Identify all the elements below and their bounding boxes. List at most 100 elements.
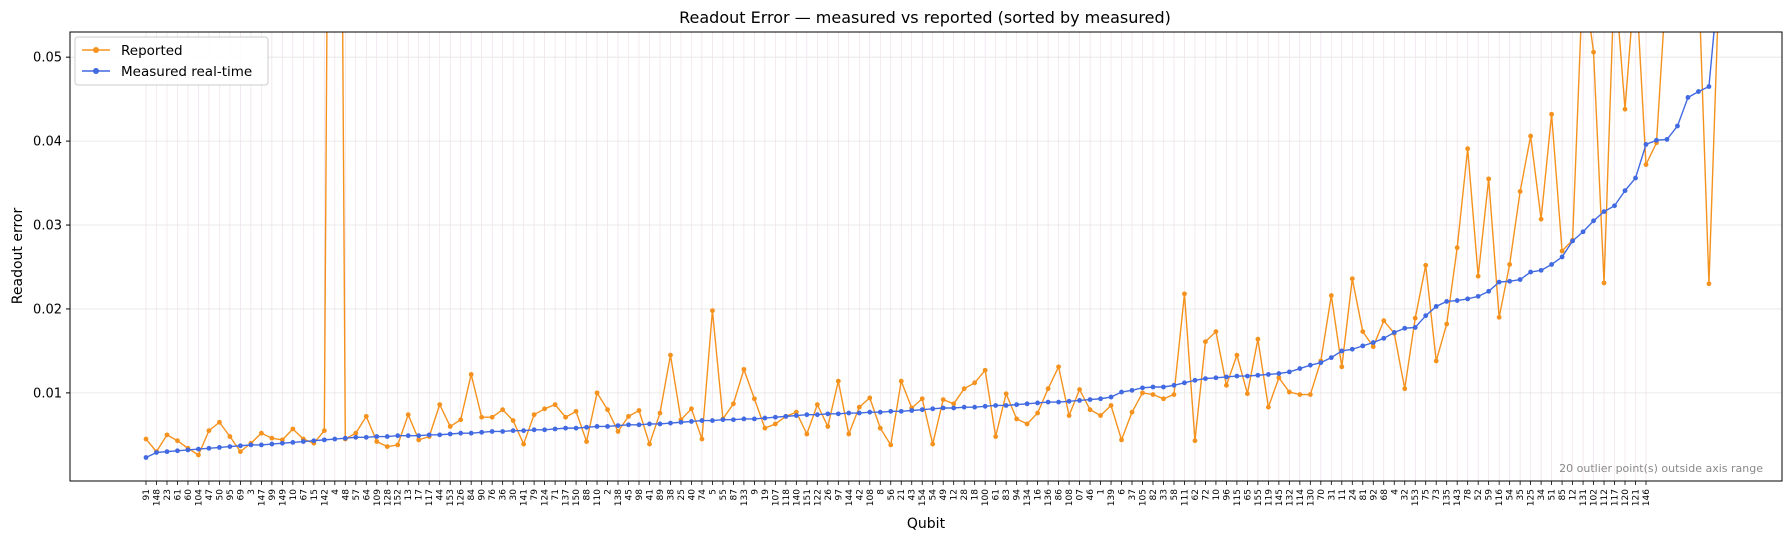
x-tick-label: 108 bbox=[866, 489, 876, 506]
data-point bbox=[1643, 162, 1649, 168]
x-tick-label: 125 bbox=[1527, 489, 1537, 506]
data-point bbox=[783, 413, 789, 419]
x-tick-label: 30 bbox=[509, 489, 519, 501]
data-point bbox=[626, 422, 631, 428]
data-point bbox=[668, 352, 673, 358]
data-point bbox=[793, 413, 799, 418]
data-point bbox=[972, 404, 978, 410]
data-point bbox=[258, 430, 264, 436]
data-point bbox=[521, 441, 527, 447]
data-point bbox=[363, 434, 369, 440]
data-point bbox=[1045, 399, 1051, 405]
data-point bbox=[1265, 372, 1271, 377]
data-point bbox=[1465, 146, 1471, 152]
data-point bbox=[919, 407, 925, 413]
data-point bbox=[1129, 409, 1135, 415]
x-axis: 91 148 23 61 60 104 47 50 95 69 3 147 99 149 10 67 15 142… bbox=[142, 481, 1652, 506]
x-tick-label: 141 bbox=[520, 489, 530, 506]
x-tick-label: 115 bbox=[1233, 489, 1243, 506]
data-point bbox=[563, 425, 568, 431]
x-tick-label: 90 bbox=[478, 489, 488, 501]
data-point bbox=[395, 433, 401, 439]
data-point bbox=[342, 435, 348, 441]
data-point bbox=[594, 390, 600, 396]
data-point bbox=[1234, 373, 1240, 379]
data-point bbox=[1328, 355, 1334, 361]
data-point bbox=[1035, 410, 1041, 416]
data-point bbox=[1664, 137, 1670, 142]
data-point bbox=[542, 427, 548, 433]
data-point bbox=[689, 419, 694, 424]
x-tick-label: 49 bbox=[939, 489, 949, 501]
data-point bbox=[206, 428, 212, 434]
data-point bbox=[1244, 373, 1250, 379]
x-tick-label: 105 bbox=[1139, 489, 1149, 506]
data-point bbox=[1486, 176, 1492, 182]
data-point bbox=[573, 425, 579, 431]
x-tick-label: 31 bbox=[1327, 489, 1337, 500]
x-tick-label: 64 bbox=[362, 489, 372, 501]
x-tick-label: 70 bbox=[1317, 489, 1327, 501]
x-tick-label: 78 bbox=[1464, 489, 1474, 501]
data-point bbox=[636, 422, 642, 428]
data-point bbox=[1307, 362, 1313, 368]
data-point bbox=[1423, 262, 1429, 268]
data-point bbox=[1643, 142, 1649, 147]
x-tick-label: 111 bbox=[1180, 489, 1190, 506]
legend: Reported Measured real-time bbox=[74, 36, 269, 86]
x-tick-label: 133 bbox=[740, 489, 750, 506]
data-point bbox=[751, 396, 757, 402]
x-tick-label: 12 bbox=[1569, 489, 1579, 500]
x-tick-label: 67 bbox=[299, 489, 309, 500]
x-tick-label: 109 bbox=[373, 489, 383, 506]
x-tick-label: 36 bbox=[499, 489, 509, 501]
data-point bbox=[1339, 348, 1345, 354]
x-tick-label: 28 bbox=[960, 489, 970, 501]
data-point bbox=[1213, 375, 1219, 381]
x-tick-label: 34 bbox=[1537, 489, 1547, 501]
data-point bbox=[1706, 281, 1712, 287]
x-tick-label: 149 bbox=[278, 489, 288, 506]
data-point bbox=[479, 414, 485, 420]
data-point bbox=[489, 429, 495, 434]
x-tick-label: 61 bbox=[992, 489, 1002, 500]
data-point bbox=[384, 444, 390, 449]
x-tick-label: 147 bbox=[257, 489, 267, 506]
data-point bbox=[1234, 352, 1240, 358]
x-tick-label: 35 bbox=[1516, 489, 1526, 500]
x-tick-label: 38 bbox=[666, 489, 676, 501]
data-point bbox=[384, 434, 390, 439]
data-point bbox=[1549, 262, 1554, 267]
data-point bbox=[300, 439, 306, 444]
data-point bbox=[405, 433, 411, 439]
x-tick-label: 74 bbox=[698, 489, 708, 501]
data-point bbox=[395, 442, 401, 448]
data-point bbox=[731, 417, 736, 423]
data-point bbox=[930, 406, 936, 412]
data-point bbox=[1056, 399, 1061, 405]
data-point bbox=[1276, 375, 1282, 381]
data-point bbox=[1150, 392, 1156, 397]
x-tick-label: 92 bbox=[1369, 489, 1379, 500]
data-point bbox=[615, 429, 621, 434]
x-tick-label: 86 bbox=[1055, 489, 1065, 501]
data-point bbox=[751, 416, 757, 422]
x-tick-label: 124 bbox=[541, 489, 551, 506]
x-tick-label: 69 bbox=[236, 489, 246, 501]
data-point bbox=[1087, 407, 1093, 413]
legend-marker-reported bbox=[93, 47, 99, 53]
data-point bbox=[416, 437, 422, 443]
data-point bbox=[1591, 218, 1596, 224]
data-point bbox=[1098, 413, 1103, 418]
data-point bbox=[321, 437, 327, 443]
x-tick-label: 37 bbox=[1128, 489, 1138, 500]
x-tick-label: 122 bbox=[813, 489, 823, 506]
x-tick-label: 15 bbox=[310, 489, 320, 500]
x-tick-label: 99 bbox=[268, 489, 278, 501]
x-tick-label: 25 bbox=[677, 489, 687, 500]
data-point bbox=[584, 439, 589, 444]
data-point bbox=[1360, 329, 1366, 335]
data-point bbox=[1559, 248, 1565, 254]
x-tick-label: 119 bbox=[1264, 489, 1274, 506]
